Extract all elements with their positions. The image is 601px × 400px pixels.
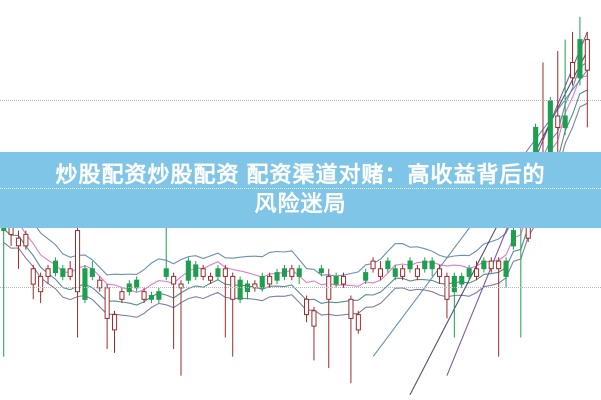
- overlay-title-line2: 风险迷局: [254, 190, 346, 219]
- gridline-lower: [0, 287, 601, 288]
- band-divider-line: [0, 188, 601, 189]
- candlestick-chart-screen: 炒股配资炒股配资 配资渠道对赌：高收益背后的 风险迷局: [0, 0, 601, 400]
- text-overlay-band: 炒股配资炒股配资 配资渠道对赌：高收益背后的 风险迷局: [0, 152, 601, 228]
- gridline-upper: [0, 100, 601, 101]
- overlay-title-line1: 炒股配资炒股配资 配资渠道对赌：高收益背后的: [55, 161, 545, 190]
